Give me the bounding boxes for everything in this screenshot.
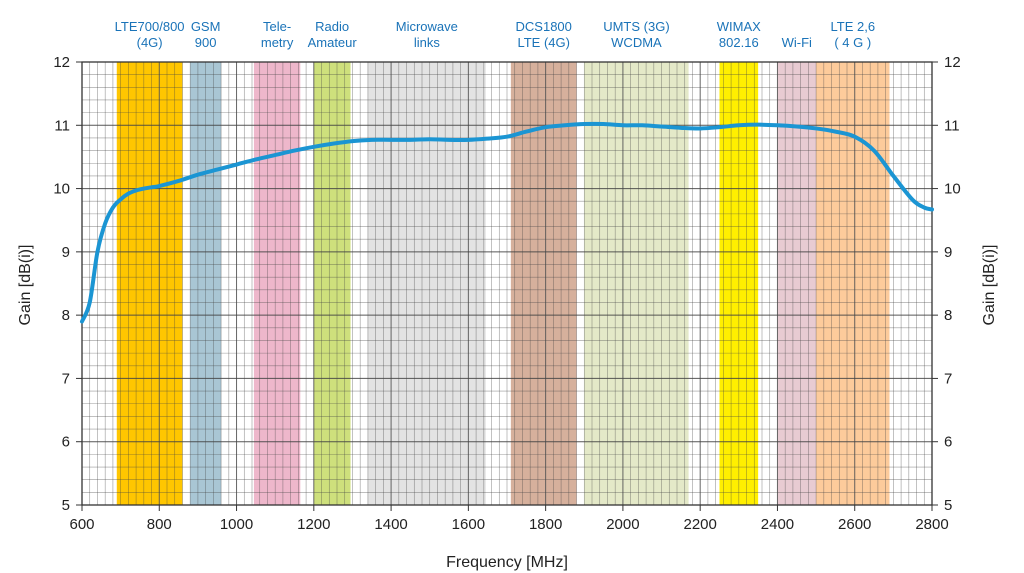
gain-series-line [80, 121, 934, 324]
series [80, 121, 934, 324]
band-label-6-1: WCDMA [611, 35, 662, 50]
y-tick-label-right: 5 [944, 497, 952, 514]
y-tick-label-left: 7 [62, 370, 70, 387]
band-3 [313, 62, 351, 505]
y-axis-title-right: Gain [dB(i)] [981, 245, 998, 326]
band-label-0-0: LTE700/800 [115, 19, 185, 34]
band-4 [367, 62, 486, 505]
y-tick-label-left: 6 [62, 434, 70, 451]
band-label-4-0: Microwave [396, 19, 458, 34]
x-tick-label: 2600 [838, 516, 871, 533]
y-axis-title-left: Gain [dB(i)] [17, 245, 34, 326]
band-0 [116, 62, 183, 505]
plot-frame [81, 61, 933, 506]
y-tick-label-right: 8 [944, 307, 952, 324]
axes: 600 800 1000 1200 1400 1600 1800 2000 2200 2400 26… [53, 54, 960, 533]
band-label-7-1: 802.16 [719, 35, 759, 50]
x-tick-label: 1800 [529, 516, 562, 533]
band-label-3-0: Radio [315, 19, 349, 34]
x-tick-label: 1000 [220, 516, 253, 533]
band-label-2-1: metry [261, 35, 294, 50]
band-label-1-0: GSM [191, 19, 221, 34]
y-tick-label-right: 9 [944, 244, 952, 261]
y-tick-label-right: 12 [944, 54, 961, 71]
y-tick-label-left: 10 [53, 181, 70, 198]
band-label-1-1: 900 [195, 35, 217, 50]
band-label-4-1: links [414, 35, 441, 50]
x-tick-label: 1400 [374, 516, 407, 533]
y-tick-label-left: 9 [62, 244, 70, 261]
band-5 [510, 62, 577, 505]
x-tick-label: 2000 [606, 516, 639, 533]
frequency-bands [116, 62, 890, 505]
y-tick-label-left: 8 [62, 307, 70, 324]
y-tick-label-right: 10 [944, 181, 961, 198]
x-tick-label: 1600 [452, 516, 485, 533]
y-tick-label-right: 11 [944, 117, 960, 134]
band-label-8-1: Wi-Fi [782, 35, 812, 50]
y-tick-label-left: 11 [54, 117, 70, 134]
y-tick-label-left: 12 [53, 54, 70, 71]
x-tick-label: 2200 [683, 516, 716, 533]
x-axis-title: Frequency [MHz] [446, 554, 568, 571]
band-label-0-1: (4G) [137, 35, 163, 50]
band-label-2-0: Tele- [263, 19, 291, 34]
band-6 [584, 62, 689, 505]
band-label-7-0: WIMAX [717, 19, 761, 34]
x-tick-label: 2800 [915, 516, 948, 533]
band-label-6-0: UMTS (3G) [603, 19, 669, 34]
band-2 [253, 62, 301, 505]
band-label-3-1: Amateur [308, 35, 358, 50]
band-label-5-0: DCS1800 [516, 19, 572, 34]
y-tick-label-right: 7 [944, 370, 952, 387]
x-tick-label: 1200 [297, 516, 330, 533]
y-tick-label-left: 5 [62, 497, 70, 514]
band-label-5-1: LTE (4G) [517, 35, 570, 50]
y-tick-label-right: 6 [944, 434, 952, 451]
x-tick-label: 800 [147, 516, 172, 533]
band-label-9-0: LTE 2,6 [831, 19, 876, 34]
band-8 [777, 62, 817, 505]
x-tick-label: 2400 [761, 516, 794, 533]
x-tick-label: 600 [69, 516, 94, 533]
band-label-9-1: ( 4 G ) [834, 35, 871, 50]
